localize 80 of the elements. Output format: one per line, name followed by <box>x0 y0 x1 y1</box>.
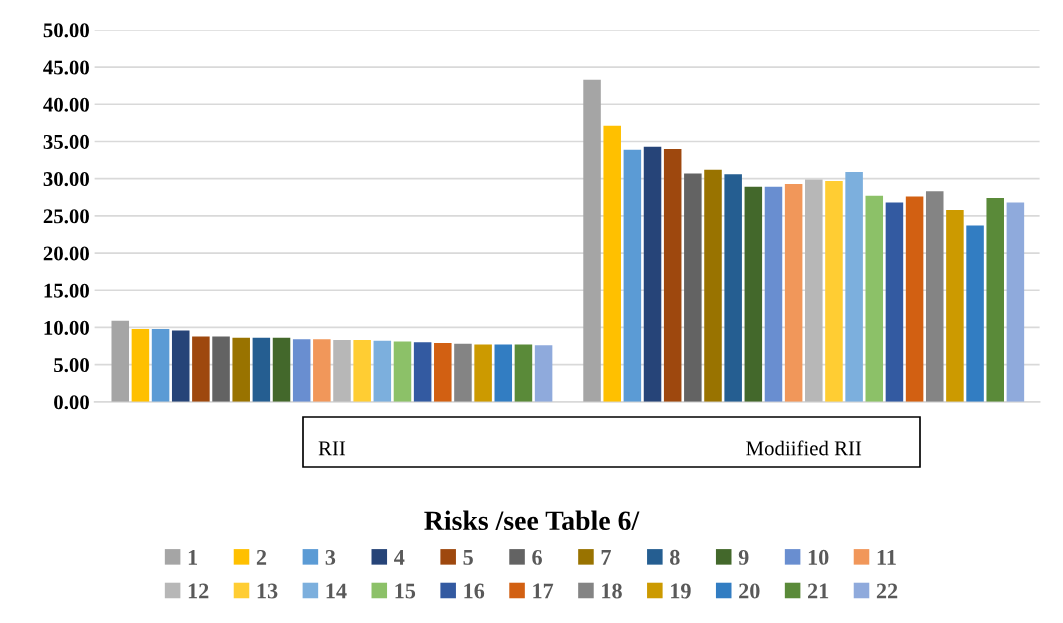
bar <box>413 342 432 402</box>
legend-label: 1 <box>188 549 198 565</box>
bar <box>865 195 884 402</box>
bar <box>603 125 621 402</box>
bar <box>885 202 904 402</box>
bar <box>925 191 944 402</box>
legend-label: 10 <box>808 549 829 565</box>
legend-label: 8 <box>670 549 680 565</box>
legend-label: 15 <box>395 583 416 599</box>
legend-label: 22 <box>876 583 898 599</box>
bar <box>946 209 964 402</box>
bar <box>474 344 492 402</box>
y-tick-label: 5.00 <box>54 358 89 373</box>
bar <box>784 183 803 402</box>
bar <box>292 339 311 402</box>
legend-label: 12 <box>188 583 209 599</box>
bar <box>805 179 823 402</box>
legend-label: 6 <box>532 549 542 565</box>
bar <box>845 171 863 402</box>
legend-label: 17 <box>533 583 554 599</box>
y-tick-label: 0.00 <box>54 395 89 410</box>
bar <box>534 345 553 402</box>
bar <box>313 339 331 402</box>
bar <box>966 225 984 402</box>
legend-label: 4 <box>394 550 405 565</box>
legend-label: 18 <box>602 583 622 599</box>
bar <box>252 337 271 402</box>
legend-label: 11 <box>877 549 896 565</box>
bar <box>333 340 351 402</box>
bar <box>663 148 682 402</box>
bar <box>353 340 371 402</box>
legend-label: 16 <box>464 583 485 599</box>
y-tick-label: 30.00 <box>43 172 89 187</box>
y-tick-label: 50.00 <box>43 23 89 38</box>
bar <box>1006 202 1025 402</box>
bar <box>744 186 763 402</box>
bar <box>514 344 533 402</box>
y-tick-label: 35.00 <box>43 134 89 150</box>
bar <box>272 337 291 402</box>
bar <box>724 174 742 402</box>
bar <box>764 186 783 402</box>
legend-label: 14 <box>326 583 347 599</box>
y-tick-label: 45.00 <box>43 60 89 75</box>
bar <box>151 328 170 402</box>
y-tick-label: 40.00 <box>43 97 89 112</box>
y-tick-label: 25.00 <box>43 209 89 224</box>
legend-label: 21 <box>807 583 829 599</box>
y-tick-label: 15.00 <box>44 283 89 298</box>
bar <box>704 169 722 402</box>
bar <box>212 336 230 402</box>
bar <box>905 196 924 402</box>
bar <box>171 330 190 402</box>
legend-label: 5 <box>463 550 473 565</box>
legend-label: 20 <box>739 583 760 599</box>
bar <box>192 336 210 402</box>
y-tick-label: 10.00 <box>44 320 89 335</box>
legend-label: 3 <box>325 549 336 565</box>
legend-title: Risks /see Table 6/ <box>424 510 640 531</box>
bar <box>373 340 392 402</box>
legend-label: 9 <box>738 549 749 565</box>
bar <box>232 337 250 402</box>
legend-label: 13 <box>257 583 278 599</box>
bar <box>111 320 130 402</box>
bar <box>986 198 1004 402</box>
bar <box>583 79 601 402</box>
bar <box>494 344 513 402</box>
bar <box>434 343 452 402</box>
bar <box>684 173 702 402</box>
bar <box>643 146 662 402</box>
legend-label: 19 <box>671 583 691 599</box>
x-tick-label: Modiified RII <box>746 440 862 456</box>
bar <box>825 180 843 402</box>
bar <box>131 328 150 402</box>
y-tick-label: 20.00 <box>43 246 89 261</box>
bar <box>393 341 412 402</box>
bar <box>454 343 472 402</box>
legend-label: 2 <box>256 549 267 565</box>
x-tick-label: RII <box>318 441 346 456</box>
bar <box>623 149 642 402</box>
legend-label: 7 <box>601 550 611 565</box>
